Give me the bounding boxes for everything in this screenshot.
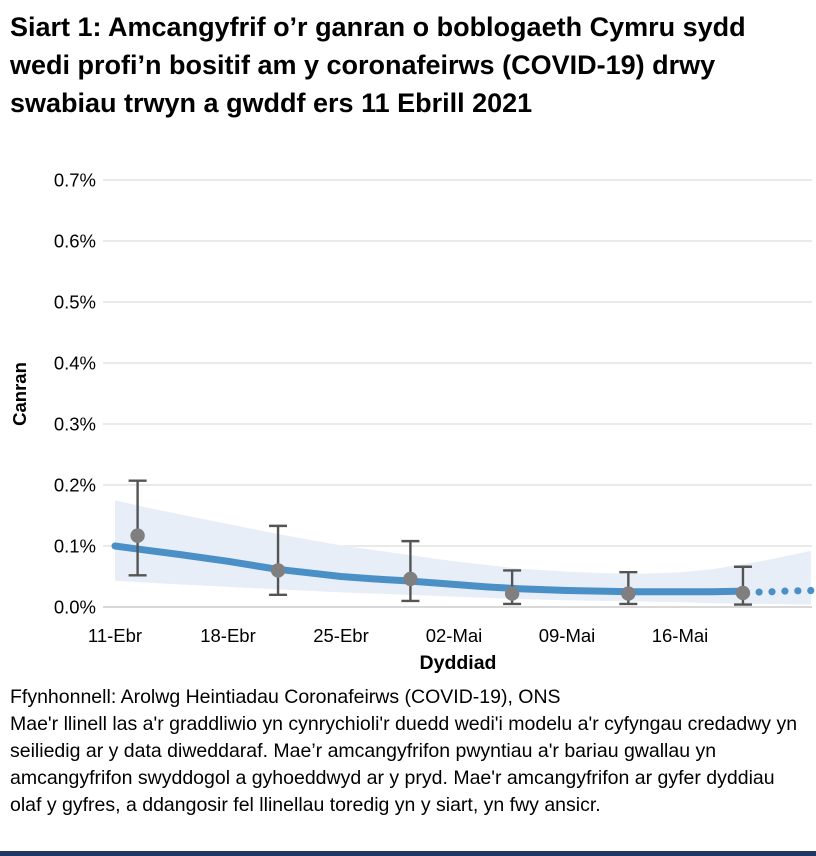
- y-tick-label: 0.4%: [54, 353, 96, 374]
- confidence-band: [115, 500, 811, 605]
- trend-line: [111, 542, 747, 596]
- point-estimate-marker: [403, 571, 418, 587]
- y-tick-label: 0.2%: [54, 475, 96, 496]
- y-tick-label: 0.1%: [54, 536, 96, 557]
- y-axis-title: Canran: [9, 362, 30, 426]
- y-tick-label: 0.6%: [54, 231, 96, 252]
- source-text: Ffynhonnell: Arolwg Heintiadau Coronafei…: [10, 686, 561, 708]
- x-tick-label: 16-Mai: [652, 625, 709, 646]
- x-tick-label: 11-Ebr: [88, 625, 142, 646]
- point-estimate-marker: [130, 528, 145, 543]
- chart-footnotes: Ffynhonnell: Arolwg Heintiadau Coronafei…: [10, 684, 800, 819]
- y-tick-label: 0.7%: [54, 170, 96, 191]
- x-axis-title: Dyddiad: [420, 652, 497, 674]
- dotted-trend-dot: [781, 587, 789, 595]
- y-tick-label: 0.3%: [54, 414, 96, 435]
- bottom-rule: [0, 851, 816, 856]
- dotted-trend-dot: [807, 586, 815, 595]
- x-tick-label: 09-Mai: [539, 625, 596, 646]
- x-tick-label: 25-Ebr: [313, 625, 369, 646]
- dotted-trend-dot: [768, 588, 776, 596]
- trend-chart-svg: 0.0% 0.1% 0.2% 0.3% 0.4% 0.5% 0.6% 0.7% 11-Ebr 18…: [9, 170, 815, 674]
- point-estimate-marker: [621, 586, 636, 601]
- y-tick-label: 0.0%: [54, 597, 96, 618]
- y-tick-label: 0.5%: [54, 292, 96, 313]
- chart-title: Siart 1: Amcangyfrif o’r ganran o boblog…: [10, 12, 746, 118]
- x-tick-label: 02-Mai: [426, 625, 483, 646]
- point-estimate-marker: [504, 586, 520, 601]
- dotted-trend-dot: [794, 587, 802, 595]
- note-text: Mae'r llinell las a'r graddliwio yn cynr…: [10, 713, 798, 816]
- dotted-trend-dot: [755, 588, 763, 596]
- x-tick-label: 18-Ebr: [200, 625, 256, 646]
- chart-area: 0.0% 0.1% 0.2% 0.3% 0.4% 0.5% 0.6% 0.7% 11-Ebr 18…: [0, 148, 816, 680]
- point-estimate-marker: [735, 585, 751, 601]
- point-estimate-marker: [270, 563, 286, 578]
